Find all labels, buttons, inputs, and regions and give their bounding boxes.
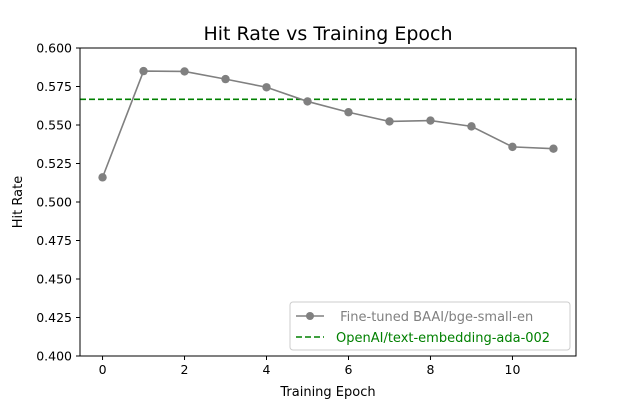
y-axis: 0.400 0.425 0.450 0.475 0.500 0.525 0.550 0.575… — [36, 41, 80, 364]
legend-marker-finetuned — [306, 312, 314, 320]
x-axis: 0 2 4 6 8 10 — [99, 356, 521, 377]
data-point-finetuned — [262, 83, 271, 92]
data-point-finetuned — [467, 122, 476, 131]
x-tick-label: 8 — [427, 362, 435, 377]
y-tick-label: 0.425 — [36, 310, 72, 325]
chart-title: Hit Rate vs Training Epoch — [203, 23, 452, 45]
y-tick-label: 0.525 — [36, 156, 72, 171]
data-point-finetuned — [139, 66, 148, 76]
y-tick-label: 0.575 — [36, 79, 72, 94]
data-point-finetuned — [344, 108, 353, 117]
series-line-finetuned — [101, 70, 554, 178]
plot-area — [80, 66, 576, 182]
data-point-finetuned — [221, 74, 230, 84]
data-point-finetuned — [98, 173, 107, 182]
legend: Fine-tuned BAAI/bge-small-en OpenAI/text… — [289, 301, 571, 351]
y-tick-label: 0.475 — [36, 233, 72, 248]
data-point-finetuned — [303, 97, 312, 106]
y-tick-label: 0.550 — [36, 118, 72, 133]
y-tick-label: 0.600 — [36, 41, 72, 56]
x-axis-label: Training Epoch — [279, 385, 375, 400]
legend-label-openai: OpenAI/text-embedding-ada-002 — [336, 331, 550, 346]
legend-box — [289, 301, 571, 351]
x-tick-label: 0 — [99, 362, 107, 377]
y-tick-label: 0.500 — [36, 195, 72, 210]
x-tick-label: 6 — [345, 362, 353, 377]
data-point-finetuned — [426, 116, 435, 125]
data-point-finetuned — [180, 67, 189, 76]
y-axis-label: Hit Rate — [11, 176, 26, 228]
x-tick-label: 10 — [505, 362, 521, 377]
data-point-finetuned — [508, 142, 517, 152]
x-tick-label: 2 — [181, 362, 189, 377]
data-point-finetuned — [385, 117, 394, 126]
x-tick-label: 4 — [263, 362, 271, 377]
legend-label-finetuned: Fine-tuned BAAI/bge-small-en — [336, 310, 533, 325]
y-tick-label: 0.400 — [36, 349, 72, 364]
y-tick-label: 0.450 — [36, 272, 72, 287]
data-point-finetuned — [549, 144, 558, 153]
